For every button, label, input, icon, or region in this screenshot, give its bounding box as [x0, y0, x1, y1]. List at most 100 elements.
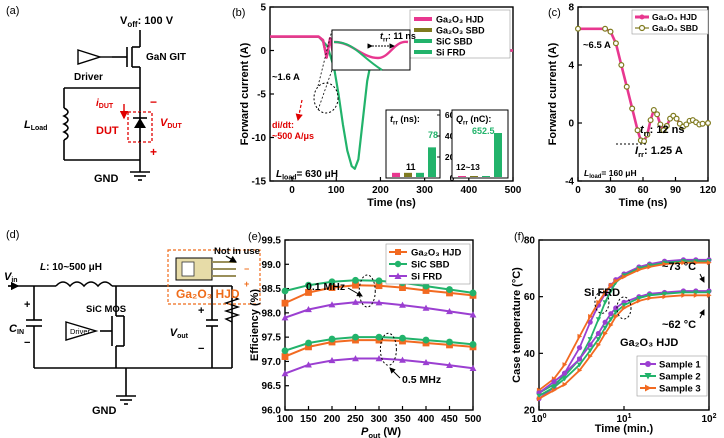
driver-buffer-d [65, 321, 99, 341]
y-tick-label: 99.0 [262, 260, 282, 271]
marker-circle [399, 334, 406, 342]
marker-circle [422, 336, 430, 344]
marker-ga2o3-sbd [657, 121, 664, 128]
marker-sample-3 [536, 396, 542, 402]
x-tick-label: 300 [371, 414, 388, 425]
marker-sample-3 [588, 313, 593, 320]
x-tick-label: 0 [575, 185, 581, 196]
marker-sample-3 [706, 292, 712, 298]
legend-label: Sample 2 [659, 372, 701, 383]
x-tick-label: 100 [277, 414, 294, 425]
panel-e-letter: (e) [248, 231, 261, 243]
panel-a: (a) Voff: 100 V Driver GaN GIT [6, 5, 186, 185]
device-minus: − [244, 264, 249, 274]
inset-trr-bar [392, 172, 400, 177]
marker-sample-2 [595, 317, 602, 322]
marker-ga2o3-sbd [612, 40, 619, 47]
gan-label: GaN GIT [146, 52, 186, 63]
marker-ga2o3-sbd [673, 115, 680, 122]
y-tick-label: 0 [568, 119, 574, 130]
marker-sample-1 [576, 345, 583, 351]
marker-triangle [469, 364, 477, 371]
y-axis-label: Case temperature (°C) [511, 267, 523, 383]
lload-label-a: LLoad [24, 119, 47, 132]
x-tick-label: 400 [460, 185, 477, 196]
x-axis-label: Time (ns) [619, 197, 668, 209]
x-tick-label: 500 [465, 414, 482, 425]
x-tick-label: 150 [300, 414, 317, 425]
marker-sample-2 [602, 300, 608, 305]
device-tab [181, 261, 195, 277]
marker-sample-2 [536, 393, 542, 399]
marker-circle [352, 276, 359, 284]
marker-sample-1 [576, 356, 583, 362]
marker-triangle [469, 311, 477, 318]
marker-triangle [328, 301, 336, 308]
marker-ga2o3-sbd [607, 28, 614, 35]
marker-triangle [399, 301, 406, 308]
marker-circle [352, 333, 359, 341]
marker-sample-2 [551, 385, 557, 390]
annotation-didt-1: di/dt: [272, 120, 294, 130]
marker-triangle [352, 355, 359, 362]
marker-ga2o3-sbd [699, 120, 706, 127]
marker-square [305, 343, 312, 351]
marker-sample-3 [613, 278, 619, 284]
panel-b-letter: (b) [232, 7, 245, 19]
freq-ellipse-01 [358, 274, 376, 308]
legend-marker [645, 361, 651, 367]
marker-sample-3 [603, 330, 608, 337]
vout-minus: − [198, 343, 204, 355]
inset-trr-bar [416, 172, 424, 177]
marker-ga2o3-sbd [650, 106, 657, 113]
arrow-62c [699, 309, 705, 319]
marker-square [281, 353, 289, 360]
annotation-1-6a: ~1.6 A [272, 72, 300, 83]
annotation-0-1mhz: 0.1 MHz [306, 281, 345, 293]
marker-sample-3 [662, 261, 668, 267]
driver-label-d: Driver [70, 327, 91, 336]
panel-f-chart: (f) 100 101 102 20 40 60 80 Case temperature (°C… [511, 231, 717, 435]
marker-square [375, 282, 383, 290]
inductor-d [55, 281, 113, 288]
marker-circle [469, 289, 477, 297]
annotation-73c: ~73 °C [662, 261, 696, 273]
marker-sample-1 [587, 342, 593, 348]
marker-circle [281, 287, 289, 295]
legend-label: Sample 3 [659, 384, 701, 395]
legend-label: SiC SBD [436, 37, 473, 47]
marker-sample-3 [613, 313, 619, 320]
marker-sample-2 [587, 348, 593, 354]
gnd-label-d: GND [92, 405, 117, 417]
y-tick-label: 98.0 [262, 308, 282, 319]
y-tick-label: -15 [252, 177, 267, 188]
marker-ga2o3-sbd [654, 111, 661, 118]
y-tick-label: 96.0 [262, 406, 282, 417]
y-axis-label: Forward current (A) [547, 42, 559, 145]
marker-circle [305, 281, 312, 289]
idut-label: iDUT [96, 98, 114, 110]
marker-ga2o3-sbd [647, 117, 654, 124]
marker-sample-2 [706, 290, 712, 296]
vdut-plus: + [150, 145, 157, 159]
marker-sample-3 [621, 305, 627, 311]
marker-ga2o3-sbd [704, 119, 711, 126]
legend-marker [639, 14, 645, 20]
marker-triangle [375, 299, 383, 306]
y-axis-label: Forward current (A) [239, 42, 251, 145]
zoom-guide-1 [317, 29, 333, 87]
legend-marker [394, 272, 402, 279]
marker-sample-3 [596, 299, 602, 305]
marker-circle [469, 341, 477, 348]
marker-sample-2 [646, 293, 653, 298]
marker-sample-1 [608, 311, 614, 317]
y-tick-label: 98.5 [262, 284, 282, 295]
marker-triangle [446, 308, 453, 315]
sicmos-label: SiC MOS [86, 304, 126, 315]
marker-triangle [352, 298, 359, 305]
x-tick-label: 500 [505, 185, 522, 196]
marker-sample-3 [603, 289, 608, 296]
legend-marker [638, 24, 646, 32]
marker-sample-3 [608, 282, 614, 288]
inset-qrr-title: Qrr (nC): [456, 114, 491, 126]
